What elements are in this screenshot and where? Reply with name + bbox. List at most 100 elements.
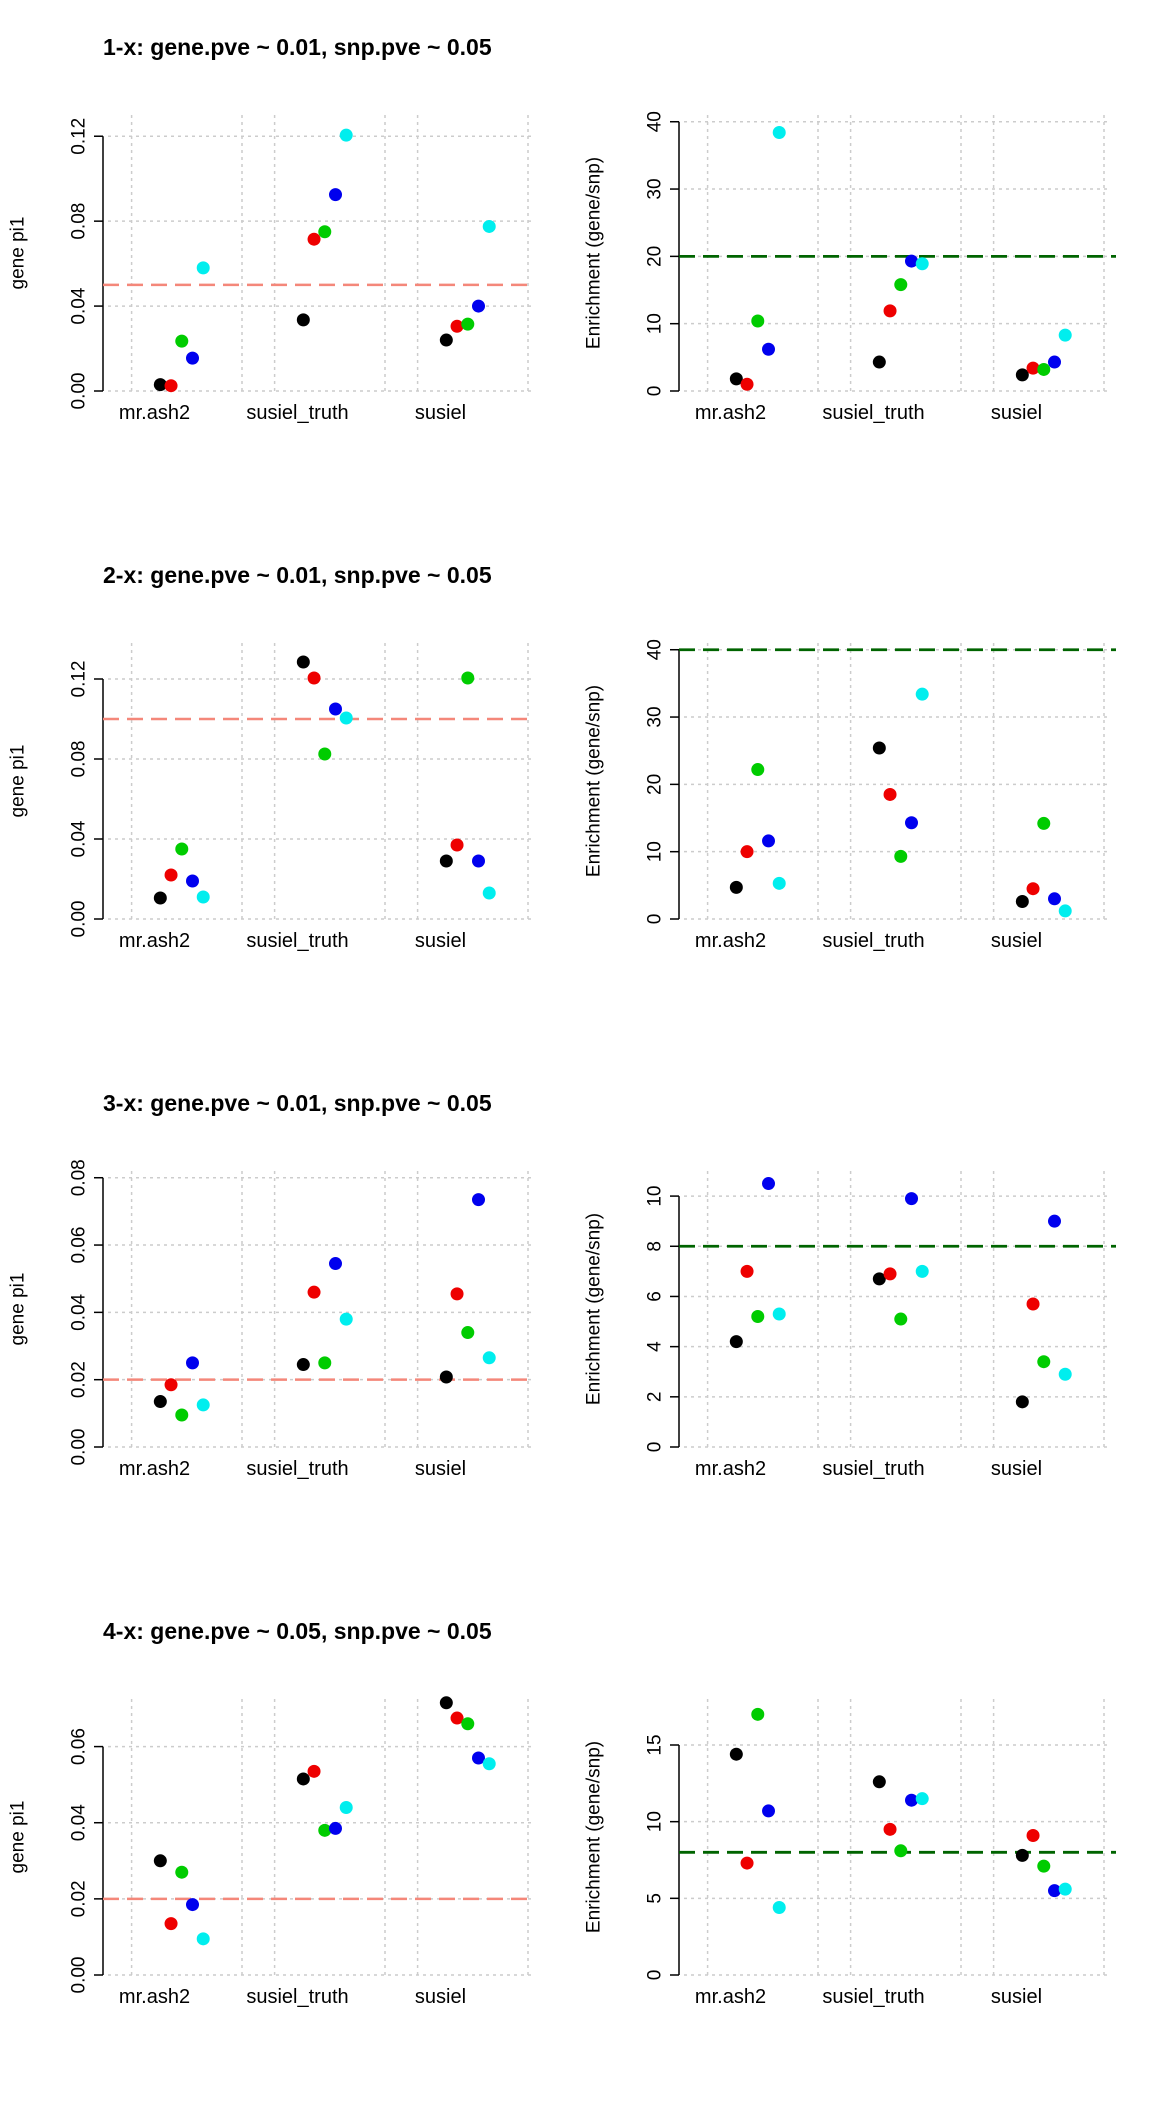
data-point — [1026, 882, 1040, 896]
points — [153, 655, 496, 905]
grid — [684, 643, 1108, 920]
data-point — [905, 254, 918, 268]
y-axis: 0 10 20 30 40 — [645, 111, 680, 396]
chart-panel-2: 0 10 20 30 40 Enrichment (gene/snp) mr.ash2 sus… — [576, 0, 1152, 528]
chart-svg: 0.00 0.02 0.04 0.06 0.08 gene pi1 mr.ash2 susie… — [8, 1159, 532, 1480]
data-point — [186, 1898, 199, 1912]
data-point — [751, 1310, 765, 1324]
data-point — [1026, 361, 1040, 375]
y-tick-label: 0.00 — [69, 901, 90, 938]
y-tick-label: 0 — [645, 1970, 666, 1981]
data-point — [894, 1312, 908, 1326]
data-point — [196, 261, 210, 275]
data-point — [1015, 894, 1029, 908]
y-axis-label: Enrichment (gene/snp) — [584, 157, 605, 349]
data-point — [175, 334, 189, 348]
data-point — [751, 1707, 765, 1721]
data-point — [439, 333, 453, 347]
y-axis: 0.00 0.04 0.08 0.12 — [69, 661, 104, 938]
data-point — [1015, 1395, 1029, 1409]
data-point — [740, 377, 754, 391]
data-point — [1037, 1355, 1051, 1369]
y-axis-label: Enrichment (gene/snp) — [584, 1741, 605, 1933]
x-tick-label: susiel_truth — [246, 1986, 348, 2008]
data-point — [472, 854, 485, 868]
y-axis-label: gene pi1 — [8, 1801, 29, 1874]
data-point — [905, 816, 918, 830]
chart-panel-8: 0 5 10 15 Enrichment (gene/snp) mr.ash2 susiel… — [576, 1584, 1152, 2112]
data-point — [872, 355, 886, 369]
data-point — [762, 1804, 775, 1818]
y-tick-label: 0.08 — [69, 741, 90, 778]
y-tick-label: 10 — [645, 313, 666, 334]
chart-svg: 0.00 0.02 0.04 0.06 gene pi1 mr.ash2 susiel_tr… — [8, 1696, 532, 2008]
data-point — [1037, 362, 1051, 376]
data-point — [915, 257, 929, 271]
y-tick-label: 0.08 — [69, 1159, 90, 1196]
points — [729, 1177, 1072, 1409]
data-point — [729, 372, 743, 386]
chart-svg: 0 5 10 15 Enrichment (gene/snp) mr.ash2 susiel… — [584, 1699, 1116, 2008]
y-tick-label: 0.12 — [69, 661, 90, 698]
x-tick-label: susiel_truth — [246, 402, 348, 424]
data-point — [1058, 328, 1072, 342]
data-point — [872, 1272, 886, 1286]
data-point — [729, 1335, 743, 1349]
data-point — [329, 188, 342, 202]
data-point — [872, 741, 886, 755]
data-point — [482, 886, 496, 900]
x-tick-label: susiel_truth — [246, 1458, 348, 1480]
data-point — [153, 378, 167, 392]
data-point — [186, 874, 199, 888]
chart-panel-3: 2-x: gene.pve ~ 0.01, snp.pve ~ 0.05 0.00… — [0, 528, 576, 1056]
data-point — [450, 838, 464, 852]
y-tick-label: 40 — [645, 639, 666, 660]
data-point — [175, 1865, 189, 1879]
chart-svg: 0 2 4 6 8 10 Enrichment (gene/snp) mr.ash2 susie… — [584, 1171, 1116, 1480]
data-point — [329, 1257, 342, 1271]
data-point — [307, 1764, 321, 1778]
x-tick-label: mr.ash2 — [119, 1458, 190, 1480]
data-point — [196, 1398, 210, 1412]
y-tick-label: 0.02 — [69, 1361, 90, 1398]
data-point — [762, 1177, 775, 1191]
data-point — [751, 763, 765, 777]
data-point — [482, 1351, 496, 1365]
data-point — [164, 379, 178, 393]
data-point — [307, 1285, 321, 1299]
data-point — [1048, 892, 1061, 906]
data-point — [482, 1757, 496, 1771]
points — [729, 126, 1072, 391]
data-point — [751, 314, 765, 328]
data-point — [450, 319, 464, 333]
data-point — [439, 1696, 453, 1710]
grid — [108, 115, 532, 392]
y-tick-label: 40 — [645, 111, 666, 132]
x-tick-label: mr.ash2 — [695, 1458, 766, 1480]
data-point — [339, 128, 353, 142]
y-tick-label: 0.06 — [69, 1227, 90, 1264]
data-point — [296, 655, 310, 669]
data-point — [296, 1358, 310, 1372]
x-tick-label: susiel — [415, 402, 466, 424]
data-point — [164, 868, 178, 882]
data-point — [1048, 1214, 1061, 1228]
chart-panel-5: 3-x: gene.pve ~ 0.01, snp.pve ~ 0.05 0.00… — [0, 1056, 576, 1584]
data-point — [461, 1326, 475, 1340]
data-point — [318, 747, 332, 761]
data-point — [915, 1792, 929, 1806]
data-point — [186, 351, 199, 365]
points — [153, 1696, 496, 1946]
chart-svg: 0 10 20 30 40 Enrichment (gene/snp) mr.ash2 sus… — [584, 639, 1116, 952]
data-point — [339, 711, 353, 725]
y-axis: 0.00 0.04 0.08 0.12 — [69, 118, 104, 409]
data-point — [740, 1264, 754, 1278]
data-point — [915, 1264, 929, 1278]
grid — [684, 115, 1108, 392]
x-tick-label: mr.ash2 — [695, 930, 766, 952]
x-tick-label: susiel_truth — [822, 1458, 924, 1480]
data-point — [196, 890, 210, 904]
data-point — [153, 1854, 167, 1868]
y-tick-label: 30 — [645, 178, 666, 199]
y-tick-label: 0 — [645, 914, 666, 925]
